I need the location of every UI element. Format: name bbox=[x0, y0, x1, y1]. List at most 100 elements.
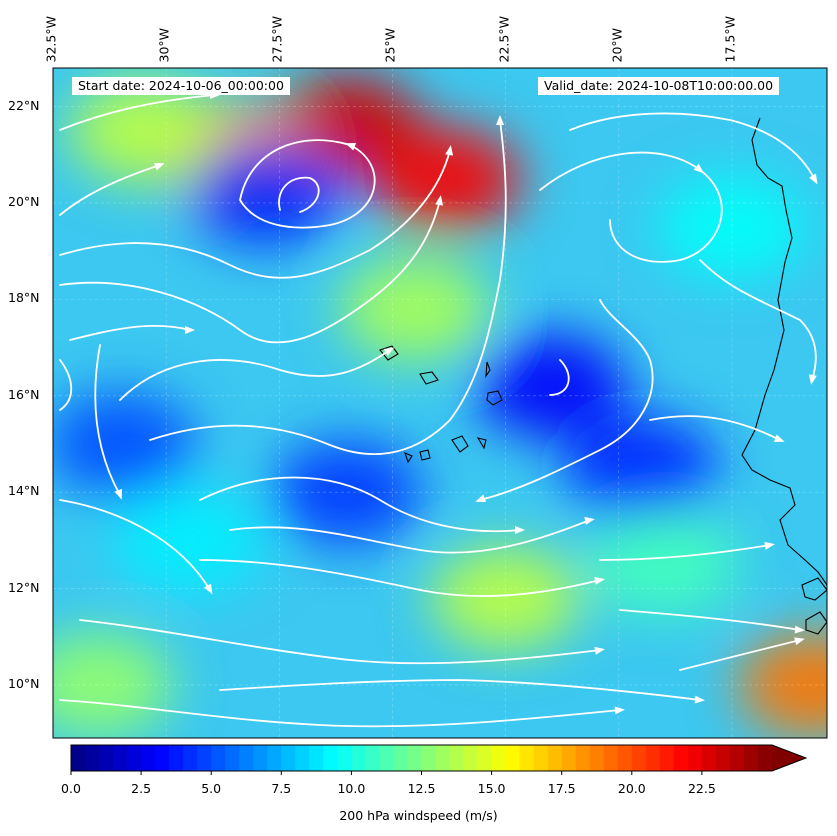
latitude-label: 16°N bbox=[8, 386, 40, 402]
streamline bbox=[239, 139, 376, 229]
streamline-arrow bbox=[153, 162, 165, 171]
colorbar-tick-label: 10.0 bbox=[337, 781, 366, 796]
windspeed-blob-7 bbox=[53, 391, 196, 496]
streamline bbox=[699, 259, 817, 381]
colorbar-cell bbox=[211, 745, 226, 771]
windspeed-blob-9 bbox=[656, 175, 807, 280]
colorbar-cell bbox=[533, 745, 549, 771]
colorbar-cell bbox=[197, 745, 212, 771]
streamline-arrow bbox=[383, 347, 395, 356]
colorbar-cell bbox=[183, 745, 198, 771]
coastline-segment bbox=[476, 437, 487, 450]
streamline-arrow bbox=[475, 494, 487, 503]
coastline-segment bbox=[379, 345, 399, 361]
streamline bbox=[619, 609, 801, 631]
streamline bbox=[569, 112, 816, 181]
colorbar-title: 200 hPa windspeed (m/s) bbox=[339, 808, 498, 823]
windspeed-blob-13 bbox=[113, 488, 264, 593]
longitude-label: 30°W bbox=[156, 27, 172, 63]
colorbar-cell bbox=[631, 745, 647, 771]
colorbar-tick-label: 17.5 bbox=[547, 781, 576, 796]
colorbar-cell bbox=[743, 745, 759, 771]
colorbar-cell bbox=[463, 745, 479, 771]
streamline bbox=[119, 349, 391, 401]
streamline bbox=[479, 299, 654, 501]
colorbar-cell bbox=[659, 745, 675, 771]
windspeed-blob-3 bbox=[340, 257, 491, 362]
streamline-arrow bbox=[204, 583, 213, 595]
colorbar-cell bbox=[225, 745, 240, 771]
colorbar-tick-label: 5.0 bbox=[201, 781, 222, 796]
streamline bbox=[199, 559, 601, 597]
streamline bbox=[59, 164, 161, 216]
streamline bbox=[59, 699, 621, 728]
colorbar-cell bbox=[645, 745, 661, 771]
colorbar-cell bbox=[603, 745, 619, 771]
streamline bbox=[59, 94, 216, 131]
colorbar-tick-label: 7.5 bbox=[271, 781, 292, 796]
streamline-arrow bbox=[435, 195, 444, 206]
longitude-label: 17.5°W bbox=[722, 16, 738, 63]
colorbar-extend-arrow bbox=[772, 745, 806, 771]
coastline-segment bbox=[419, 449, 431, 461]
windspeed-blob-15 bbox=[68, 78, 219, 183]
colorbar-cell bbox=[71, 745, 86, 771]
streamline bbox=[219, 679, 701, 701]
colorbar-tick-label: 12.5 bbox=[407, 781, 436, 796]
streamline-arrow bbox=[764, 541, 775, 550]
latitude-label: 22°N bbox=[8, 97, 40, 113]
streamline bbox=[69, 325, 191, 341]
colorbar-cell bbox=[295, 745, 310, 771]
streamline-arrow bbox=[773, 434, 785, 443]
colorbar-cell bbox=[113, 745, 128, 771]
colorbar-cell bbox=[309, 745, 324, 771]
windspeed-field bbox=[53, 73, 827, 737]
streamline bbox=[679, 639, 801, 671]
windspeed-blob-4 bbox=[190, 141, 341, 246]
map-area bbox=[53, 68, 827, 738]
streamline-arrow bbox=[594, 646, 605, 655]
coastline-segment bbox=[805, 611, 827, 635]
colorbar-cell bbox=[477, 745, 493, 771]
colorbar-cell bbox=[547, 745, 563, 771]
latitude-label: 14°N bbox=[8, 483, 40, 499]
colorbar-cell bbox=[337, 745, 352, 771]
colorbar-cell bbox=[155, 745, 170, 771]
colorbar-cell bbox=[323, 745, 338, 771]
streamline-arrow bbox=[694, 695, 705, 704]
coastline-segment bbox=[419, 371, 439, 385]
streamline bbox=[599, 544, 771, 561]
colorbar-tick-label: 15.0 bbox=[477, 781, 506, 796]
colorbar-fill bbox=[71, 745, 773, 771]
colorbar-cell bbox=[379, 745, 395, 771]
colorbar-cell bbox=[687, 745, 703, 771]
colorbar-cell bbox=[505, 745, 521, 771]
colorbar-cell bbox=[589, 745, 605, 771]
streamline bbox=[539, 151, 723, 263]
windspeed-blob-11 bbox=[738, 632, 827, 737]
longitude-label: 22.5°W bbox=[496, 16, 512, 63]
graticule bbox=[53, 68, 827, 738]
colorbar-cell bbox=[701, 745, 717, 771]
colorbar-cell bbox=[239, 745, 254, 771]
colorbar bbox=[70, 744, 808, 775]
coastline-segment bbox=[741, 117, 827, 586]
longitude-label: 27.5°W bbox=[269, 16, 285, 63]
streamline-arrow bbox=[614, 706, 625, 715]
streamline-arrow bbox=[114, 488, 123, 500]
colorbar-cell bbox=[757, 745, 773, 771]
colorbar-tick-label: 2.5 bbox=[131, 781, 152, 796]
colorbar-cell bbox=[253, 745, 268, 771]
latitude-label: 12°N bbox=[8, 579, 40, 595]
streamline-arrow bbox=[794, 625, 805, 634]
longitude-label: 20°W bbox=[609, 27, 625, 63]
coastline-segment bbox=[404, 452, 413, 464]
colorbar-cell bbox=[85, 745, 100, 771]
colorbar-cell bbox=[575, 745, 591, 771]
longitude-label: 25°W bbox=[382, 27, 398, 63]
coastline-segment bbox=[451, 435, 469, 453]
coastline-segment bbox=[801, 577, 827, 601]
colorbar-ticks bbox=[70, 771, 703, 775]
